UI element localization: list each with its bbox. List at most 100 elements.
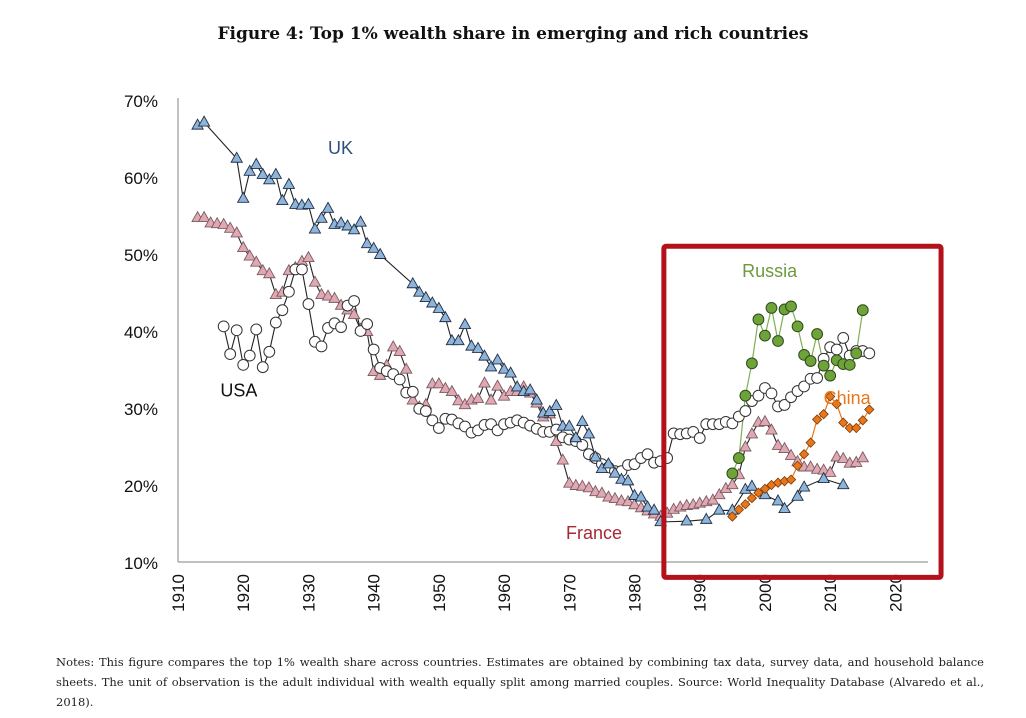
uk-point bbox=[367, 241, 381, 253]
france-point bbox=[328, 291, 341, 303]
france-point bbox=[393, 344, 407, 356]
usa-point bbox=[641, 448, 654, 461]
france-point bbox=[302, 250, 315, 263]
france-point bbox=[236, 240, 250, 253]
usa-point bbox=[863, 347, 876, 360]
usa-point bbox=[693, 432, 706, 444]
russia-point bbox=[772, 335, 784, 347]
china-line bbox=[731, 395, 870, 518]
y-tick-label: 30% bbox=[124, 400, 158, 419]
france-point bbox=[243, 249, 257, 261]
china-point bbox=[792, 460, 803, 471]
france-point bbox=[856, 450, 870, 463]
france-point bbox=[784, 448, 798, 460]
y-tick-label: 10% bbox=[124, 554, 158, 573]
uk-point bbox=[425, 296, 439, 308]
china-point bbox=[857, 415, 868, 426]
france-point bbox=[712, 487, 726, 500]
uk-point bbox=[275, 193, 289, 206]
uk-point bbox=[354, 215, 367, 227]
y-tick-label: 20% bbox=[124, 477, 158, 496]
uk-point bbox=[308, 222, 322, 234]
china-point bbox=[727, 511, 738, 522]
highlight-box-layer bbox=[661, 243, 944, 580]
france-point bbox=[197, 210, 211, 222]
uk-point bbox=[269, 167, 283, 179]
uk-point bbox=[797, 480, 811, 492]
china-point bbox=[838, 417, 849, 428]
china-point bbox=[851, 422, 862, 434]
france-point bbox=[478, 376, 491, 388]
usa-point bbox=[393, 373, 406, 386]
russia-point bbox=[817, 359, 830, 372]
uk-point bbox=[791, 489, 804, 501]
usa-point bbox=[237, 358, 250, 371]
china-point bbox=[746, 492, 758, 504]
usa-line bbox=[223, 268, 870, 472]
france-point bbox=[745, 427, 759, 439]
x-tick-label: 1910 bbox=[169, 574, 188, 612]
usa-point bbox=[765, 387, 778, 400]
uk-point bbox=[197, 115, 211, 127]
usa-point bbox=[243, 349, 256, 362]
france-point bbox=[321, 289, 335, 301]
france-point bbox=[739, 440, 752, 452]
uk-point bbox=[432, 301, 446, 313]
russia-point bbox=[843, 358, 856, 371]
france-point bbox=[771, 438, 785, 450]
uk-point bbox=[647, 503, 661, 515]
france-point bbox=[230, 226, 244, 238]
uk-point bbox=[302, 197, 315, 209]
uk-point bbox=[236, 191, 250, 203]
y-tick-label: 70% bbox=[124, 92, 158, 111]
france-point bbox=[778, 441, 791, 453]
russia-point bbox=[850, 347, 863, 360]
uk-point bbox=[412, 285, 426, 297]
x-tick-label: 2010 bbox=[821, 574, 840, 612]
russia-point bbox=[765, 302, 778, 314]
russia-point bbox=[732, 452, 745, 464]
axes: 10% 20% 30% 40% 50% 60% 70% 1910 1920 1930 1940 195… bbox=[124, 92, 928, 612]
france-point bbox=[765, 423, 778, 435]
russia-point bbox=[759, 329, 771, 342]
france-point bbox=[562, 476, 576, 488]
usa-point bbox=[576, 439, 589, 451]
usa-point bbox=[739, 405, 752, 417]
usa-point bbox=[296, 263, 308, 276]
france-point bbox=[452, 393, 465, 406]
china-point bbox=[733, 504, 745, 515]
usa-point bbox=[752, 389, 765, 402]
uk-point bbox=[602, 457, 615, 469]
uk-point bbox=[491, 353, 504, 365]
uk-point bbox=[562, 419, 576, 431]
highlight-box bbox=[661, 243, 944, 580]
uk-point bbox=[256, 167, 270, 179]
uk-point bbox=[504, 366, 517, 378]
uk-point bbox=[778, 501, 791, 514]
uk-point bbox=[621, 474, 635, 486]
china-point bbox=[825, 391, 836, 402]
russia-point bbox=[791, 320, 804, 333]
figure-title: Figure 4: Top 1% wealth share in emergin… bbox=[217, 24, 809, 44]
uk-point bbox=[569, 430, 583, 443]
uk-point bbox=[439, 310, 452, 323]
france-point bbox=[432, 377, 446, 389]
france-point bbox=[256, 263, 270, 276]
wealth-share-chart: 10% 20% 30% 40% 50% 60% 70% 1910 1920 1930 1940 195… bbox=[124, 92, 944, 612]
x-tick-label: 1950 bbox=[430, 574, 449, 612]
china-point bbox=[811, 414, 823, 425]
uk-point bbox=[452, 333, 465, 346]
x-tick-label: 1990 bbox=[691, 574, 710, 612]
uk-point bbox=[478, 349, 491, 361]
y-tick-label: 60% bbox=[124, 169, 158, 188]
france-point bbox=[308, 275, 322, 287]
uk-point bbox=[634, 490, 648, 502]
usa-point bbox=[269, 316, 282, 329]
x-tick-label: 1940 bbox=[365, 574, 384, 612]
uk-point bbox=[589, 450, 602, 462]
france-point bbox=[406, 393, 420, 405]
usa-point bbox=[217, 320, 230, 333]
russia-point bbox=[746, 357, 758, 370]
usa-point bbox=[348, 295, 360, 307]
russia-point bbox=[856, 304, 869, 317]
